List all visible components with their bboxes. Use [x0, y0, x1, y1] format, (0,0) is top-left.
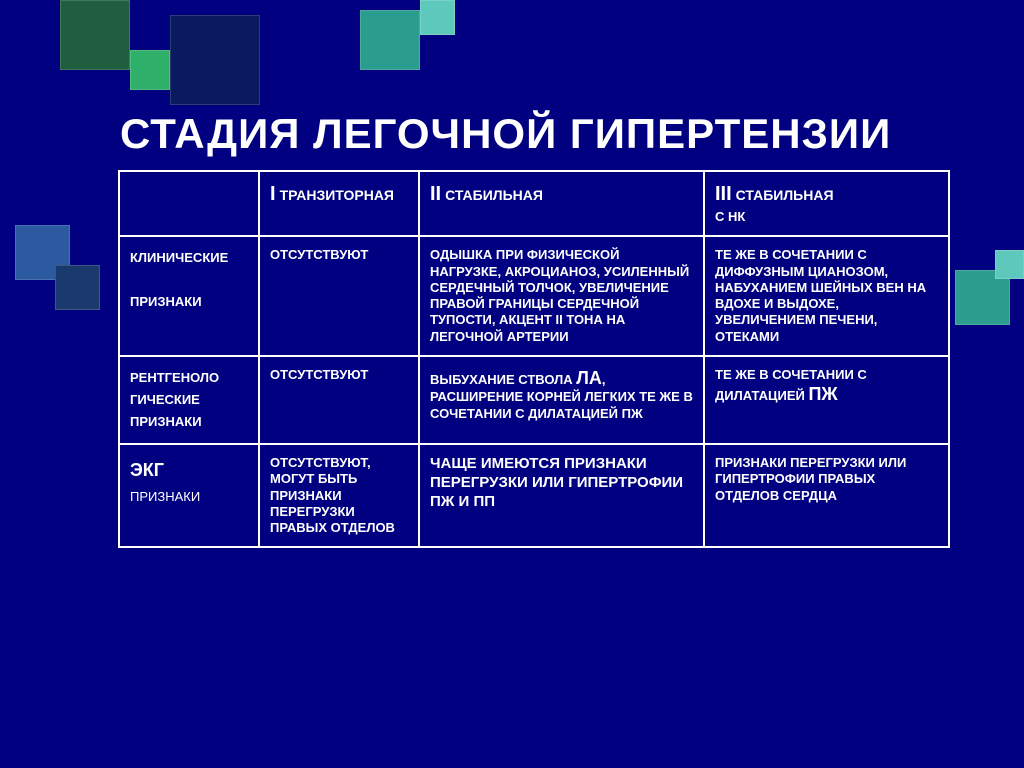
clinical-stage2: ОДЫШКА ПРИ ФИЗИЧЕСКОЙ НАГРУЗКЕ, АКРОЦИАН…	[419, 236, 704, 356]
deco-square	[360, 10, 420, 70]
ecg-stage1: ОТСУТСТВУЮТ, МОГУТ БЫТЬ ПРИЗНАКИ ПЕРЕГРУ…	[259, 444, 419, 547]
deco-square	[995, 250, 1024, 279]
xray-row: РЕНТГЕНОЛО ГИЧЕСКИЕ ПРИЗНАКИ ОТСУТСТВУЮТ…	[119, 356, 949, 444]
xray-stage1: ОТСУТСТВУЮТ	[259, 356, 419, 444]
clinical-stage1: ОТСУТСТВУЮТ	[259, 236, 419, 356]
ecg-stage3: ПРИЗНАКИ ПЕРЕГРУЗКИ ИЛИ ГИПЕРТРОФИИ ПРАВ…	[704, 444, 949, 547]
stage-1-header: IТРАНЗИТОРНАЯ	[259, 171, 419, 236]
ecg-stage2: ЧАЩЕ ИМЕЮТСЯ ПРИЗНАКИ ПЕРЕГРУЗКИ ИЛИ ГИП…	[419, 444, 704, 547]
clinical-stage3: ТЕ ЖЕ В СОЧЕТАНИИ С ДИФФУЗНЫМ ЦИАНОЗОМ, …	[704, 236, 949, 356]
ecg-label: ЭКГ ПРИЗНАКИ	[119, 444, 259, 547]
deco-square	[55, 265, 100, 310]
stage-3-header: IIIСТАБИЛЬНАЯ С НК	[704, 171, 949, 236]
deco-square	[170, 15, 260, 105]
slide-title: СТАДИЯ ЛЕГОЧНОЙ ГИПЕРТЕНЗИИ	[120, 110, 964, 158]
deco-square	[420, 0, 455, 35]
xray-stage2: ВЫБУХАНИЕ СТВОЛА ЛА, РАСШИРЕНИЕ КОРНЕЙ Л…	[419, 356, 704, 444]
deco-square	[60, 0, 130, 70]
stage-2-header: IIСТАБИЛЬНАЯ	[419, 171, 704, 236]
header-row: IТРАНЗИТОРНАЯ IIСТАБИЛЬНАЯ IIIСТАБИЛЬНАЯ…	[119, 171, 949, 236]
stages-table: IТРАНЗИТОРНАЯ IIСТАБИЛЬНАЯ IIIСТАБИЛЬНАЯ…	[118, 170, 948, 548]
xray-stage3: ТЕ ЖЕ В СОЧЕТАНИИ С ДИЛАТАЦИЕЙ ПЖ	[704, 356, 949, 444]
clinical-row: КЛИНИЧЕСКИЕ ПРИЗНАКИ ОТСУТСТВУЮТ ОДЫШКА …	[119, 236, 949, 356]
clinical-label: КЛИНИЧЕСКИЕ ПРИЗНАКИ	[119, 236, 259, 356]
deco-square	[130, 50, 170, 90]
header-empty	[119, 171, 259, 236]
ecg-row: ЭКГ ПРИЗНАКИ ОТСУТСТВУЮТ, МОГУТ БЫТЬ ПРИ…	[119, 444, 949, 547]
xray-label: РЕНТГЕНОЛО ГИЧЕСКИЕ ПРИЗНАКИ	[119, 356, 259, 444]
